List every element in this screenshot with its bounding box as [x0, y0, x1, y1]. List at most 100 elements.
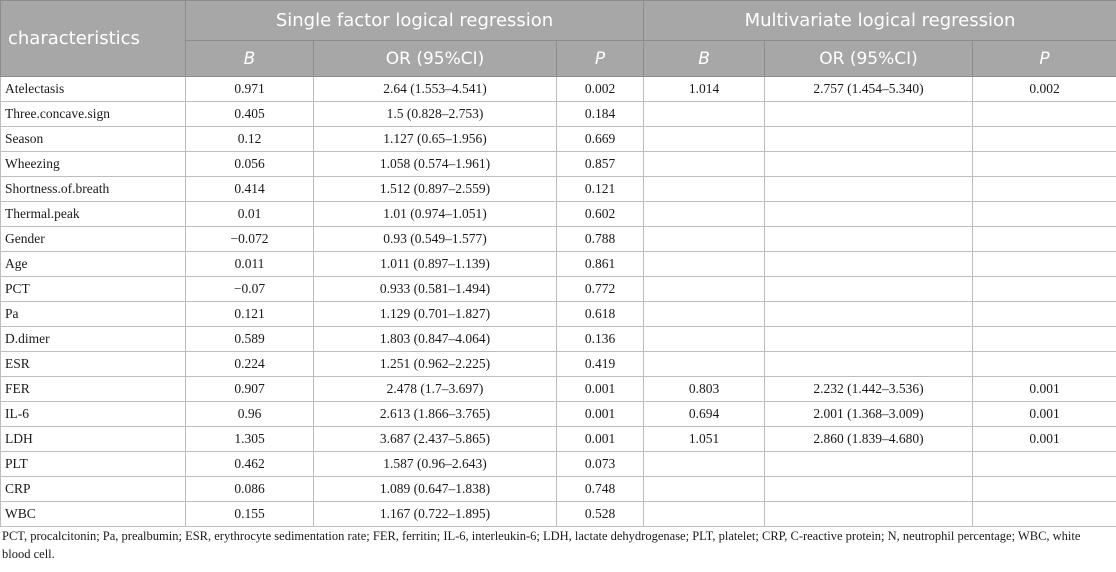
cell-single-or: 1.251 (0.962–2.225): [313, 351, 557, 377]
cell-characteristic: Shortness.of.breath: [0, 176, 186, 202]
cell-multi-b: [643, 451, 766, 477]
cell-characteristic: Gender: [0, 226, 186, 252]
cell-single-b: 0.155: [185, 501, 314, 527]
multivariate-header: Multivariate logical regression: [643, 0, 1116, 41]
cell-multi-p: 0.001: [972, 376, 1116, 402]
cell-single-p: 0.528: [555, 501, 645, 527]
table-row: Age 0.011 1.011 (0.897–1.139) 0.861: [0, 251, 1116, 277]
multi-or-header: OR (95%CI): [764, 40, 974, 77]
table-row: Gender −0.072 0.93 (0.549–1.577) 0.788: [0, 226, 1116, 252]
cell-multi-p: [972, 126, 1116, 152]
cell-single-or: 1.089 (0.647–1.838): [313, 476, 557, 502]
cell-single-b: 0.907: [185, 376, 314, 402]
cell-single-b: 0.414: [185, 176, 314, 202]
cell-multi-b: [643, 176, 766, 202]
single-b-header: B: [185, 40, 314, 77]
cell-single-p: 0.748: [555, 476, 645, 502]
cell-characteristic: Age: [0, 251, 186, 277]
table-row: Thermal.peak 0.01 1.01 (0.974–1.051) 0.602: [0, 201, 1116, 227]
cell-multi-p: 0.001: [972, 426, 1116, 452]
cell-characteristic: LDH: [0, 426, 186, 452]
table-row: PCT −0.07 0.933 (0.581–1.494) 0.772: [0, 276, 1116, 302]
cell-characteristic: Season: [0, 126, 186, 152]
cell-characteristic: Pa: [0, 301, 186, 327]
cell-multi-or: [764, 351, 974, 377]
cell-single-p: 0.002: [555, 76, 645, 102]
single-or-header: OR (95%CI): [313, 40, 557, 77]
single-p-header: P: [555, 40, 645, 77]
cell-multi-b: [643, 126, 766, 152]
cell-multi-p: [972, 501, 1116, 527]
cell-single-b: 0.056: [185, 151, 314, 177]
cell-multi-or: [764, 176, 974, 202]
cell-characteristic: WBC: [0, 501, 186, 527]
header-row-groups: characteristics Single factor logical re…: [0, 0, 1116, 77]
cell-multi-b: [643, 201, 766, 227]
cell-multi-p: [972, 201, 1116, 227]
cell-characteristic: CRP: [0, 476, 186, 502]
table-row: LDH 1.305 3.687 (2.437–5.865) 0.001 1.051 2.8…: [0, 426, 1116, 452]
cell-single-p: 0.602: [555, 201, 645, 227]
cell-multi-p: [972, 451, 1116, 477]
cell-characteristic: FER: [0, 376, 186, 402]
cell-single-p: 0.136: [555, 326, 645, 352]
cell-multi-p: [972, 251, 1116, 277]
cell-multi-b: [643, 301, 766, 327]
cell-multi-b: [643, 326, 766, 352]
table-row: Pa 0.121 1.129 (0.701–1.827) 0.618: [0, 301, 1116, 327]
cell-multi-or: 2.001 (1.368–3.009): [764, 401, 974, 427]
table-row: CRP 0.086 1.089 (0.647–1.838) 0.748: [0, 476, 1116, 502]
cell-multi-or: [764, 476, 974, 502]
cell-single-b: 0.011: [185, 251, 314, 277]
cell-single-or: 1.129 (0.701–1.827): [313, 301, 557, 327]
table-row: Shortness.of.breath 0.414 1.512 (0.897–2.5…: [0, 176, 1116, 202]
cell-multi-or: [764, 151, 974, 177]
table-row: Season 0.12 1.127 (0.65–1.956) 0.669: [0, 126, 1116, 152]
cell-single-b: 0.01: [185, 201, 314, 227]
cell-multi-p: [972, 176, 1116, 202]
cell-single-p: 0.001: [555, 401, 645, 427]
cell-single-or: 0.93 (0.549–1.577): [313, 226, 557, 252]
cell-characteristic: ESR: [0, 351, 186, 377]
header-row-columns: B OR (95%CI) P B OR (95%CI) P: [1, 40, 1116, 77]
cell-single-p: 0.669: [555, 126, 645, 152]
cell-single-p: 0.001: [555, 426, 645, 452]
cell-multi-b: [643, 476, 766, 502]
cell-multi-p: [972, 226, 1116, 252]
cell-multi-b: 0.694: [643, 401, 766, 427]
cell-characteristic: PLT: [0, 451, 186, 477]
cell-single-b: 0.12: [185, 126, 314, 152]
cell-multi-b: [643, 251, 766, 277]
cell-multi-b: [643, 101, 766, 127]
cell-single-p: 0.073: [555, 451, 645, 477]
cell-multi-b: 1.051: [643, 426, 766, 452]
table-body: Atelectasis 0.971 2.64 (1.553–4.541) 0.002 1…: [0, 76, 1116, 527]
cell-single-b: 0.462: [185, 451, 314, 477]
cell-characteristic: Three.concave.sign: [0, 101, 186, 127]
cell-single-or: 3.687 (2.437–5.865): [313, 426, 557, 452]
cell-multi-or: [764, 126, 974, 152]
cell-multi-or: [764, 451, 974, 477]
cell-single-or: 1.803 (0.847–4.064): [313, 326, 557, 352]
cell-characteristic: Wheezing: [0, 151, 186, 177]
cell-single-p: 0.121: [555, 176, 645, 202]
cell-characteristic: PCT: [0, 276, 186, 302]
cell-characteristic: IL-6: [0, 401, 186, 427]
cell-single-b: 0.086: [185, 476, 314, 502]
table-row: IL-6 0.96 2.613 (1.866–3.765) 0.001 0.694 2.0…: [0, 401, 1116, 427]
cell-single-or: 0.933 (0.581–1.494): [313, 276, 557, 302]
cell-single-p: 0.184: [555, 101, 645, 127]
cell-multi-or: [764, 101, 974, 127]
cell-single-b: 0.405: [185, 101, 314, 127]
cell-multi-b: 0.803: [643, 376, 766, 402]
cell-multi-b: [643, 351, 766, 377]
cell-single-or: 2.613 (1.866–3.765): [313, 401, 557, 427]
cell-single-p: 0.618: [555, 301, 645, 327]
cell-single-p: 0.772: [555, 276, 645, 302]
regression-table: characteristics Single factor logical re…: [0, 0, 1116, 527]
table-row: Wheezing 0.056 1.058 (0.574–1.961) 0.857: [0, 151, 1116, 177]
characteristics-header: characteristics: [0, 0, 186, 77]
cell-multi-b: [643, 226, 766, 252]
cell-single-b: 0.971: [185, 76, 314, 102]
cell-single-or: 1.5 (0.828–2.753): [313, 101, 557, 127]
